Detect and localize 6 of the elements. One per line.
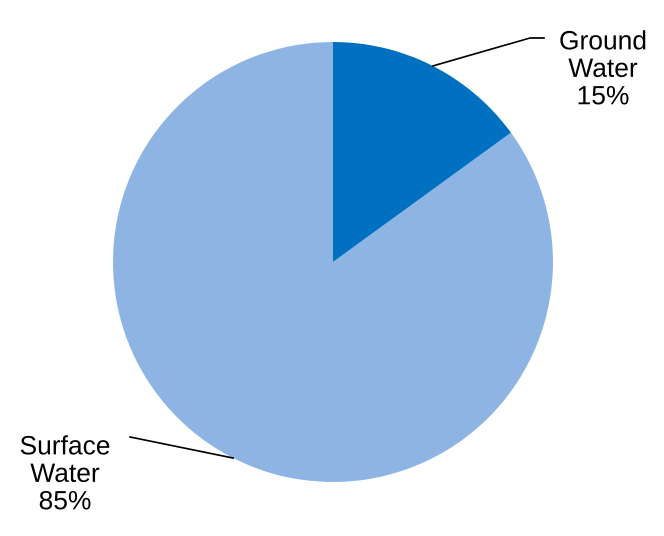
pie-slice: [113, 42, 553, 482]
data-label: 85%: [40, 490, 90, 510]
pie-slice: [333, 42, 511, 262]
slice-label: Ground Water: [560, 30, 646, 78]
slice-label: Surface Water: [20, 435, 110, 482]
data-label: 15%: [578, 86, 628, 105]
